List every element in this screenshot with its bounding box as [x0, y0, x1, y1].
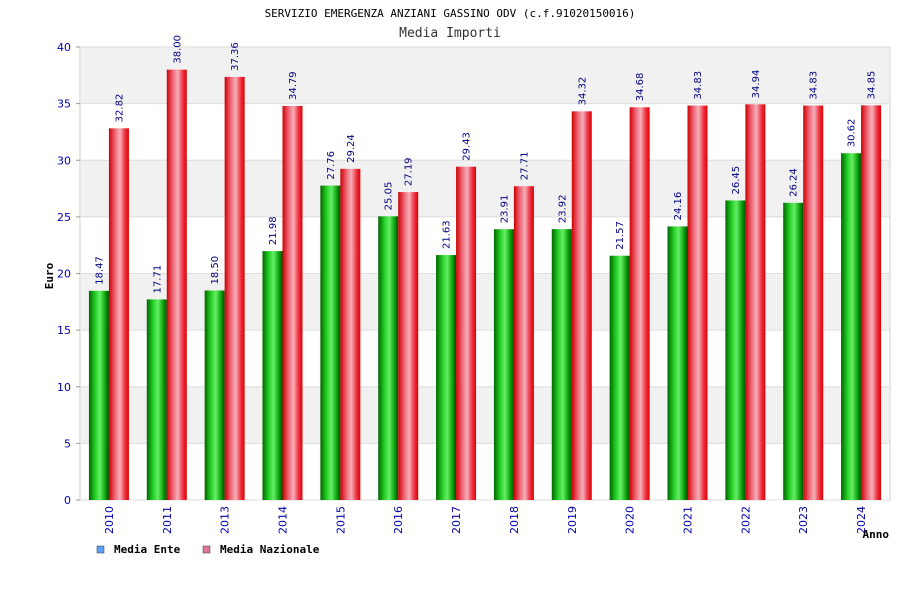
y-tick-label: 40 [57, 41, 71, 54]
bar-media-nazionale [224, 76, 245, 500]
bar-media-ente [88, 290, 109, 500]
data-label: 23.91 [499, 195, 510, 224]
bar-media-ente [667, 226, 688, 500]
data-label: 18.47 [94, 256, 105, 285]
grid-band [81, 47, 889, 104]
bar-media-nazionale [861, 105, 882, 500]
data-label: 37.36 [230, 42, 241, 71]
y-tick-label: 20 [57, 268, 71, 281]
bar-media-nazionale [166, 69, 187, 501]
chart-title: SERVIZIO EMERGENZA ANZIANI GASSINO ODV (… [265, 7, 636, 20]
bar-media-ente [783, 202, 804, 500]
bar-media-ente [204, 290, 225, 500]
x-tick-label: 2015 [334, 506, 347, 534]
bar-media-ente [146, 299, 167, 500]
data-label: 34.32 [577, 77, 588, 106]
data-label: 34.83 [809, 71, 820, 100]
bar-media-nazionale [571, 111, 592, 501]
bar-media-nazionale [340, 168, 361, 500]
x-tick-label: 2023 [797, 506, 810, 534]
legend: Media Ente Media Nazionale [96, 543, 320, 556]
legend-swatch-media-nazionale [202, 545, 211, 554]
data-label: 38.00 [172, 35, 183, 64]
bar-media-ente [725, 200, 746, 501]
data-label: 34.94 [751, 70, 762, 99]
bar-media-nazionale [513, 186, 534, 500]
bar-media-ente [436, 255, 457, 500]
bar-media-ente [841, 153, 862, 500]
data-label: 34.83 [693, 71, 704, 100]
bar-media-nazionale [629, 107, 650, 501]
bar-media-ente [609, 255, 630, 500]
bar-media-nazionale [282, 106, 303, 501]
x-tick-label: 2020 [624, 506, 637, 534]
data-label: 32.82 [114, 94, 125, 123]
x-tick-label: 2017 [450, 506, 463, 534]
data-labels: 18.47 32.82 17.71 38.00 18.50 37.36 21.98 34.79… [94, 35, 877, 293]
grid-band [81, 273, 889, 331]
data-label: 21.57 [615, 221, 626, 250]
data-label: 24.16 [673, 192, 684, 221]
data-label: 29.43 [462, 132, 473, 161]
bar-media-ente [551, 229, 572, 500]
legend-label-media-nazionale: Media Nazionale [220, 543, 320, 556]
grid-band [81, 386, 889, 444]
x-axis-label: Anno [863, 528, 890, 541]
bar-media-ente [493, 229, 514, 501]
bar-media-ente [262, 251, 283, 500]
x-tick-label: 2014 [277, 506, 290, 534]
y-axis-label: Euro [43, 262, 56, 289]
y-tick-label: 5 [64, 437, 71, 450]
bar-media-ente [320, 185, 341, 501]
data-label: 21.63 [442, 220, 453, 249]
grid-band [81, 160, 889, 217]
x-tick-label: 2018 [508, 506, 521, 534]
x-tick-label: 2013 [219, 506, 232, 534]
data-label: 18.50 [210, 256, 221, 285]
data-label: 26.24 [789, 168, 800, 197]
bar-media-nazionale [456, 166, 477, 500]
data-label: 34.79 [288, 71, 299, 100]
chart-subtitle: Media Importi [399, 26, 501, 41]
data-label: 26.45 [731, 166, 742, 195]
data-label: 27.71 [519, 152, 530, 181]
bar-media-nazionale [108, 128, 129, 500]
x-tick-label: 2011 [161, 506, 174, 534]
y-axis-ticks: 0 5 10 15 20 25 30 35 40 [57, 41, 80, 507]
data-label: 27.19 [404, 157, 415, 186]
y-tick-label: 25 [57, 211, 71, 224]
y-tick-label: 0 [64, 494, 71, 507]
y-tick-label: 30 [57, 154, 71, 167]
data-label: 34.68 [635, 73, 646, 102]
bar-media-ente [378, 216, 399, 500]
y-tick-label: 15 [57, 324, 71, 337]
data-label: 29.24 [346, 134, 357, 163]
data-label: 34.85 [867, 71, 878, 100]
x-tick-label: 2024 [855, 506, 868, 534]
bar-media-nazionale [803, 105, 824, 501]
x-tick-label: 2010 [103, 506, 116, 534]
data-label: 30.62 [847, 119, 858, 148]
data-label: 23.92 [557, 194, 568, 223]
bar-media-nazionale [398, 192, 419, 501]
data-label: 25.05 [384, 182, 395, 211]
x-tick-label: 2016 [392, 506, 405, 534]
data-label: 17.71 [152, 265, 163, 294]
bar-media-nazionale [745, 104, 766, 500]
y-tick-label: 35 [57, 98, 71, 111]
x-tick-label: 2022 [739, 506, 752, 534]
y-tick-label: 10 [57, 381, 71, 394]
x-tick-label: 2019 [566, 506, 579, 534]
bars [88, 69, 882, 501]
data-label: 27.76 [326, 151, 337, 180]
x-axis-ticks: 2010 2011 2013 2014 2015 2016 2017 2018 2019 2020… [103, 506, 868, 534]
legend-swatch-media-ente [96, 545, 105, 554]
legend-label-media-ente: Media Ente [114, 543, 181, 556]
data-label: 21.98 [268, 216, 279, 245]
x-tick-label: 2021 [682, 506, 695, 534]
bar-media-nazionale [687, 105, 708, 501]
